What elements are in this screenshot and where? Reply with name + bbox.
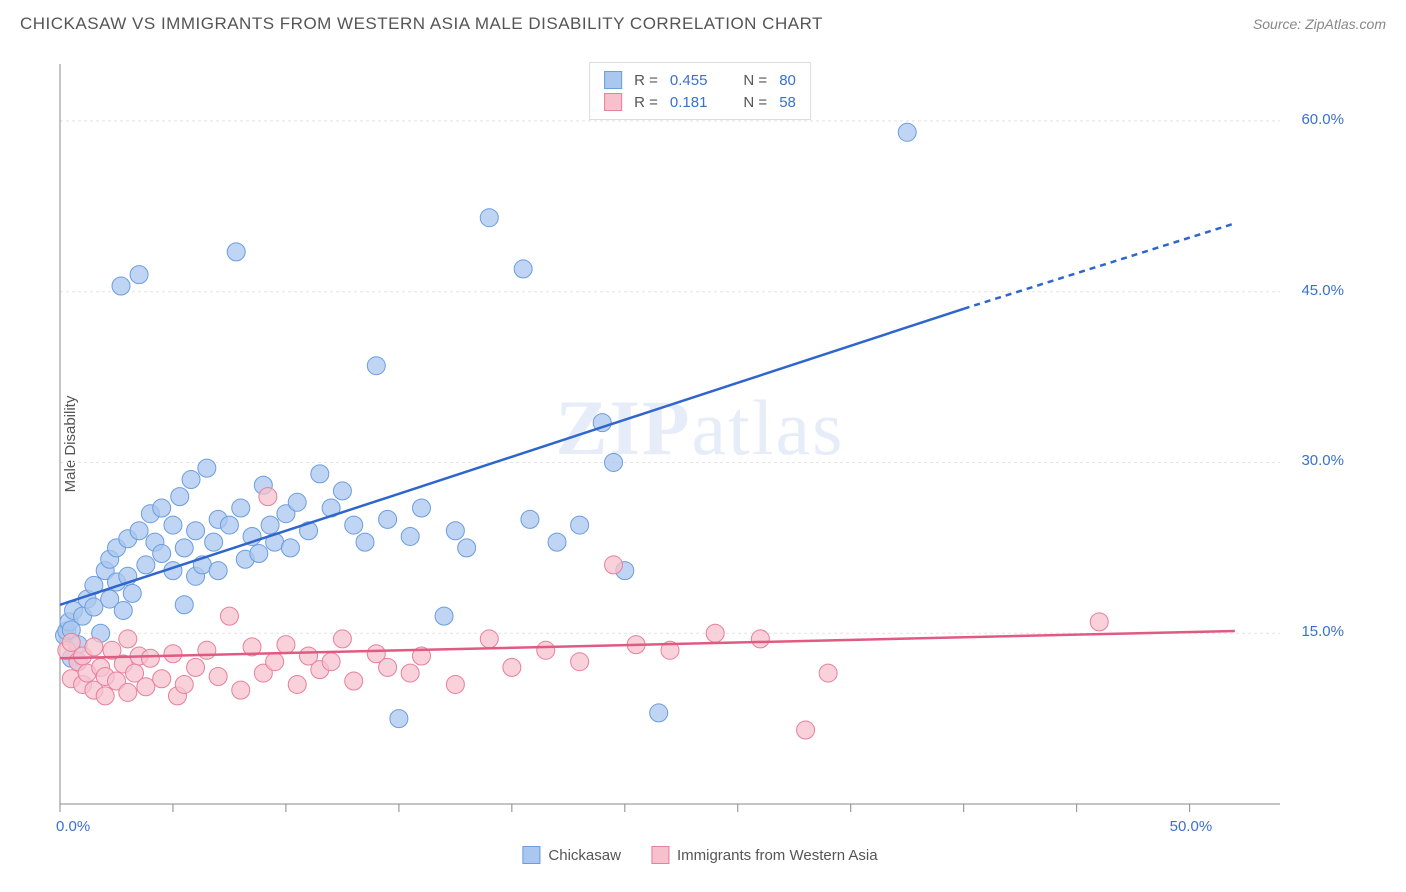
y-tick-label: 30.0%	[1301, 452, 1344, 469]
series-legend: Chickasaw Immigrants from Western Asia	[522, 846, 877, 864]
legend-swatch-chickasaw	[522, 846, 540, 864]
source-attribution: Source: ZipAtlas.com	[1253, 16, 1386, 32]
r-value-1: 0.181	[670, 94, 708, 111]
correlation-legend: R = 0.455 N = 80 R = 0.181 N = 58	[589, 62, 811, 120]
legend-label-1: Immigrants from Western Asia	[677, 847, 878, 864]
scatter-plot	[50, 54, 1350, 834]
legend-row-series-0: R = 0.455 N = 80	[604, 69, 796, 91]
chart-title: CHICKASAW VS IMMIGRANTS FROM WESTERN ASI…	[20, 14, 823, 34]
source-prefix: Source:	[1253, 16, 1305, 32]
r-label: R =	[634, 72, 658, 89]
x-tick-label: 50.0%	[1170, 818, 1213, 835]
legend-label-0: Chickasaw	[548, 847, 621, 864]
source-name: ZipAtlas.com	[1305, 16, 1386, 32]
n-value-1: 58	[779, 94, 796, 111]
chart-container: Male Disability ZIPatlas R = 0.455 N = 8…	[50, 54, 1350, 834]
legend-item-1: Immigrants from Western Asia	[651, 846, 878, 864]
n-value-0: 80	[779, 72, 796, 89]
r-value-0: 0.455	[670, 72, 708, 89]
y-tick-label: 60.0%	[1301, 111, 1344, 128]
n-label: N =	[743, 94, 767, 111]
legend-item-0: Chickasaw	[522, 846, 621, 864]
legend-row-series-1: R = 0.181 N = 58	[604, 91, 796, 113]
legend-swatch-western-asia	[651, 846, 669, 864]
legend-swatch-0	[604, 71, 622, 89]
y-tick-label: 15.0%	[1301, 623, 1344, 640]
n-label: N =	[743, 72, 767, 89]
legend-swatch-1	[604, 93, 622, 111]
r-label: R =	[634, 94, 658, 111]
chart-header: CHICKASAW VS IMMIGRANTS FROM WESTERN ASI…	[0, 0, 1406, 40]
y-tick-label: 45.0%	[1301, 282, 1344, 299]
x-tick-label: 0.0%	[56, 818, 90, 835]
